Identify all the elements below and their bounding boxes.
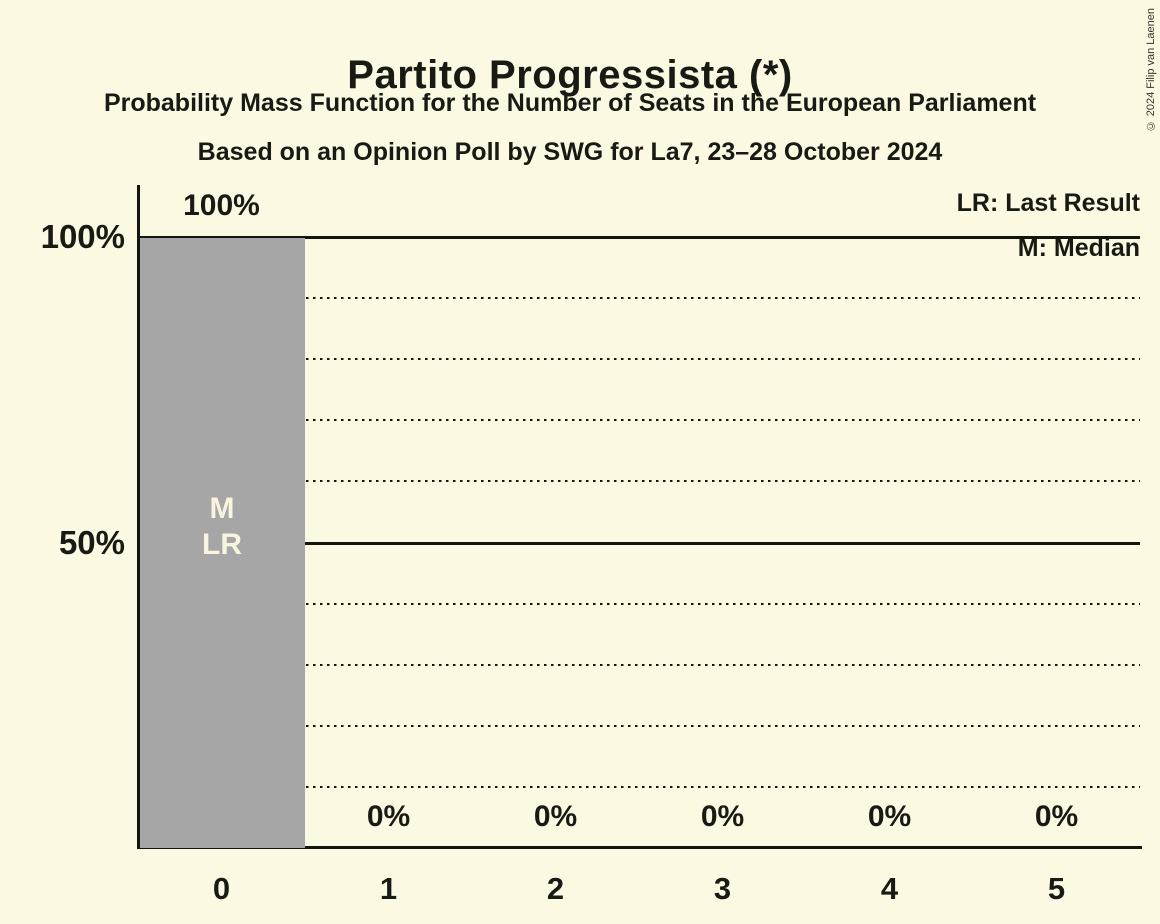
bar-value-label-3: 0% [700,800,745,833]
y-tick-label-50pct: 50% [58,523,125,561]
y-axis-line [137,185,140,848]
bar-value-label-1: 0% [366,800,411,833]
x-axis-line [137,846,1142,849]
gridline-10pct [138,785,1140,788]
bar-value-label-2: 0% [533,800,578,833]
x-tick-label-2: 2 [546,871,565,906]
gridline-90pct [138,297,1140,300]
x-tick-label-0: 0 [212,871,231,906]
bar-value-label-0: 100% [183,189,260,222]
gridline-60pct [138,480,1140,483]
bar-annotation-0: M LR [140,491,305,563]
gridline-30pct [138,663,1140,666]
gridline-50pct [138,541,1140,545]
x-tick-label-5: 5 [1047,871,1066,906]
gridline-70pct [138,419,1140,422]
bar-seats-0: M LR [139,238,305,848]
chart-subtitle: Probability Mass Function for the Number… [103,89,1037,117]
y-tick-label-100pct: 100% [40,218,125,255]
bar-annotation-label: LR [202,528,242,562]
gridline-100pct [138,236,1140,239]
x-tick-label-3: 3 [713,871,732,906]
gridline-20pct [138,724,1140,727]
gridline-80pct [138,358,1140,361]
gridline-40pct [138,602,1140,605]
x-tick-label-4: 4 [880,871,899,906]
bar-value-label-4: 0% [867,800,912,833]
copyright-notice: © 2024 Filip van Laenen [1145,8,1157,132]
bar-value-label-5: 0% [1034,800,1079,833]
chart-source-line: Based on an Opinion Poll by SWG for La7,… [197,138,943,166]
x-tick-label-1: 1 [379,871,398,906]
plot-area: M LR 100% 0 0% 1 0% 2 0% 3 0% 4 0% 5 [138,189,1140,906]
chart-title: Partito Progressista (*) [347,52,793,97]
bar-annotation-label: M [209,492,235,526]
legend-last-result: LR: Last Result [956,189,1140,217]
